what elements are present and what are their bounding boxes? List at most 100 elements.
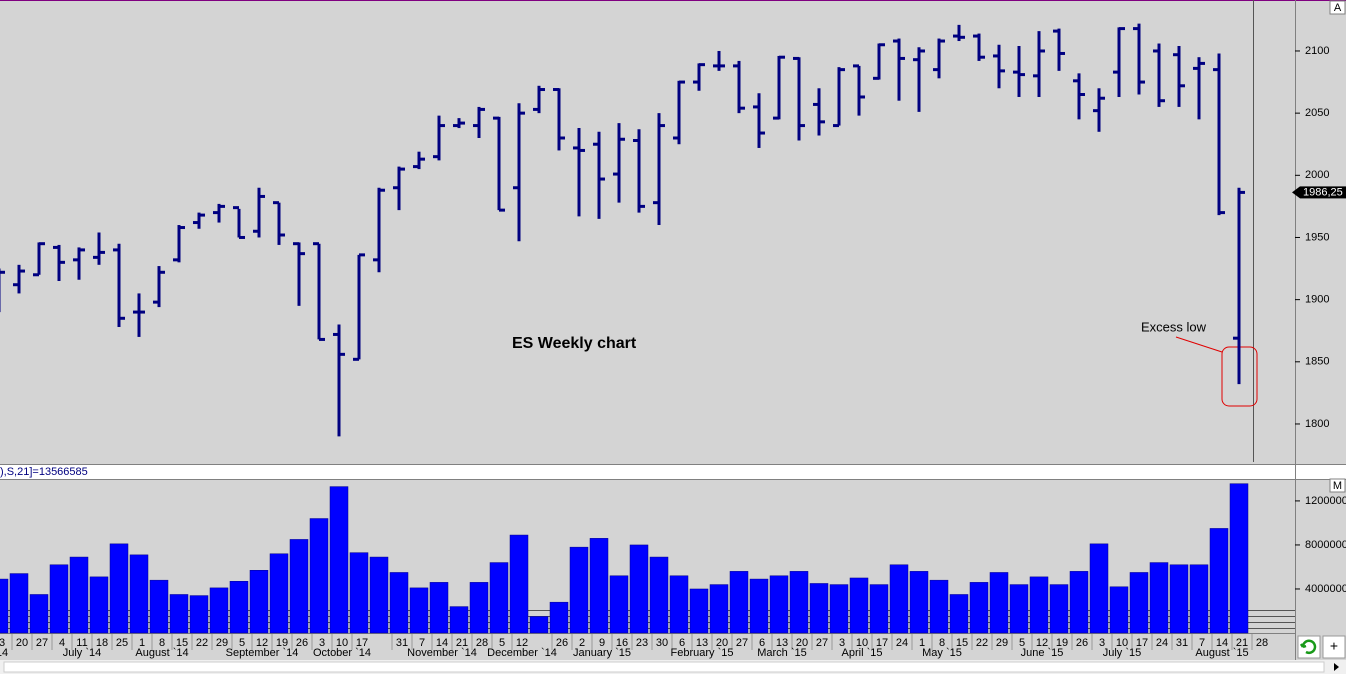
volume-bar xyxy=(1189,564,1209,634)
volume-bar xyxy=(1049,584,1069,634)
refresh-icon[interactable] xyxy=(1299,639,1317,654)
x-tick-label: 13 xyxy=(696,637,708,649)
month-label: March `15 xyxy=(757,647,807,659)
x-tick-label: 15 xyxy=(176,637,188,649)
volume-bar xyxy=(89,576,109,634)
x-tick-label: 7 xyxy=(419,637,425,649)
y-tick-label: 2000 xyxy=(1305,169,1329,181)
volume-bar xyxy=(149,579,169,634)
volume-bar xyxy=(269,553,289,634)
x-tick-label: 23 xyxy=(636,637,648,649)
x-tick-label: 27 xyxy=(36,637,48,649)
x-tick-label: 4 xyxy=(59,637,65,649)
x-tick-label: 29 xyxy=(216,637,228,649)
volume-bar xyxy=(1089,543,1109,634)
scroll-arrow[interactable] xyxy=(1334,663,1339,671)
x-tick-label: 2 xyxy=(579,637,585,649)
last-price-label: 1986,25 xyxy=(1303,186,1343,198)
y-tick-label: 1900 xyxy=(1305,294,1329,306)
x-tick-label: 27 xyxy=(816,637,828,649)
volume-bar xyxy=(489,562,509,634)
x-tick-label: 28 xyxy=(476,637,488,649)
indicator-label: ),S,21]=13566585 xyxy=(0,466,88,478)
volume-bar xyxy=(409,587,429,634)
indicator-strip xyxy=(0,465,1346,479)
refresh-button[interactable] xyxy=(1297,635,1321,659)
x-tick-label: 8 xyxy=(939,637,945,649)
x-tick-label: 22 xyxy=(976,637,988,649)
x-tick-label: 27 xyxy=(736,637,748,649)
volume-bar xyxy=(789,571,809,634)
scale-button[interactable] xyxy=(1329,0,1346,15)
x-tick-label: 24 xyxy=(896,637,908,649)
last-price-pointer xyxy=(1292,186,1300,199)
volume-bar xyxy=(989,572,1009,634)
x-tick-label: 17 xyxy=(1136,637,1148,649)
volume-bar xyxy=(609,575,629,634)
volume-bar xyxy=(1229,483,1249,634)
volume-bar xyxy=(1109,586,1129,634)
price-panel xyxy=(0,0,1346,465)
volume-bar xyxy=(689,588,709,634)
volume-bar xyxy=(929,579,949,634)
y-tick-label: 4000000 xyxy=(1305,583,1346,595)
x-tick-label: 14 xyxy=(436,637,448,649)
volume-bar xyxy=(569,546,589,634)
zoom-button[interactable] xyxy=(1322,635,1346,659)
volume-bar xyxy=(329,486,349,634)
x-tick-label: 22 xyxy=(196,637,208,649)
x-tick-label: 10 xyxy=(1116,637,1128,649)
volume-bar xyxy=(129,554,149,634)
annotation-pointer xyxy=(1175,336,1223,353)
y-tick-label: 12000000 xyxy=(1305,495,1346,507)
month-label: December `14 xyxy=(487,647,557,659)
x-tick-label: 3 xyxy=(839,637,845,649)
x-tick-label: 12 xyxy=(1036,637,1048,649)
x-tick-label: 26 xyxy=(296,637,308,649)
volume-bar xyxy=(229,581,249,634)
volume-bar xyxy=(729,571,749,634)
volume-bar xyxy=(829,584,849,634)
x-tick-label: 17 xyxy=(356,637,368,649)
volume-bar xyxy=(449,606,469,634)
scrollbar-track[interactable] xyxy=(3,661,1325,673)
volume-bar xyxy=(949,594,969,634)
x-tick-label: 3 xyxy=(319,637,325,649)
x-tick-label: 10 xyxy=(336,637,348,649)
x-tick-label: 14 xyxy=(1216,637,1228,649)
month-label: May `15 xyxy=(922,647,962,659)
volume-bar xyxy=(509,534,529,634)
volume-bar xyxy=(869,584,889,634)
x-tick-label: 17 xyxy=(876,637,888,649)
volume-bar xyxy=(429,582,449,634)
scale-button-label[interactable]: A xyxy=(1334,2,1342,14)
x-tick-label: 1 xyxy=(139,637,145,649)
x-tick-label: 3 xyxy=(0,637,5,649)
scale-button[interactable] xyxy=(1329,478,1346,493)
month-label: April `15 xyxy=(842,647,883,659)
volume-bar xyxy=(0,578,9,634)
month-label: June `15 xyxy=(1021,647,1064,659)
x-tick-label: 28 xyxy=(1256,637,1268,649)
volume-bar xyxy=(809,583,829,634)
volume-bar xyxy=(589,538,609,634)
volume-bar xyxy=(1149,562,1169,634)
scale-button-label[interactable]: M xyxy=(1333,480,1342,492)
zoom-button-label[interactable]: + xyxy=(1330,638,1338,654)
volume-bar xyxy=(389,572,409,634)
volume-bar xyxy=(349,552,369,634)
volume-bar xyxy=(369,556,389,634)
x-tick-label: 7 xyxy=(1199,637,1205,649)
annotation: Excess low xyxy=(1141,319,1207,334)
volume-bar xyxy=(529,616,549,634)
x-tick-label: 20 xyxy=(796,637,808,649)
volume-bar xyxy=(1009,584,1029,634)
y-tick-label: 1950 xyxy=(1305,231,1329,243)
x-tick-label: 19 xyxy=(1056,637,1068,649)
volume-bar xyxy=(169,594,189,634)
y-tick-label: 2100 xyxy=(1305,45,1329,57)
x-tick-label: 10 xyxy=(856,637,868,649)
volume-bar xyxy=(1029,576,1049,634)
x-tick-label: 6 xyxy=(759,637,765,649)
